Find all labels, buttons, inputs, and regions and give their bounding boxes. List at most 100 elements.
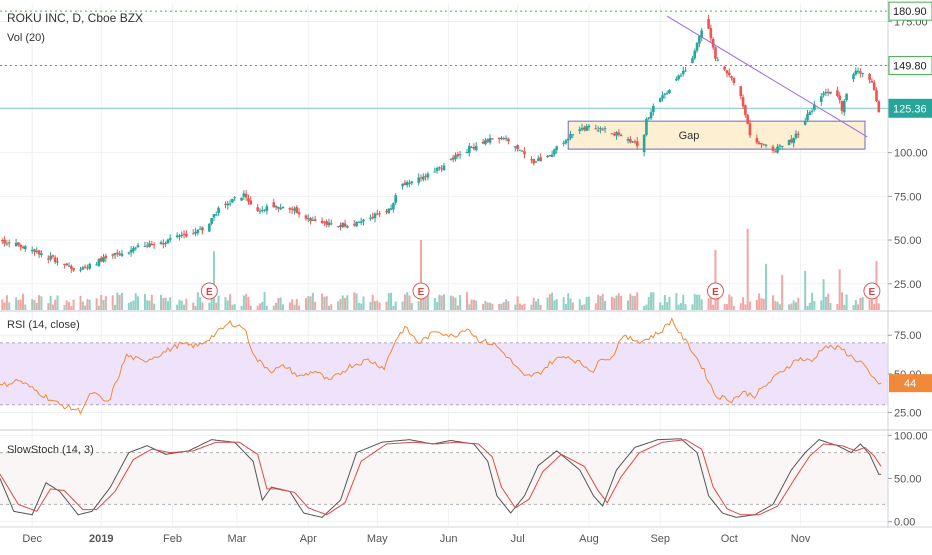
volume-bar: [468, 304, 471, 310]
volume-bar: [194, 305, 197, 310]
earnings-marker: [412, 282, 430, 300]
candle-body: [166, 239, 170, 244]
volume-bar: [732, 305, 735, 310]
volume-bar: [330, 304, 333, 310]
candle-body: [875, 90, 878, 102]
candle-body: [132, 247, 135, 252]
stoch-d-line: [0, 439, 882, 516]
chart-title: ROKU INC, D, Cboe BZX: [7, 11, 143, 25]
volume-bar: [811, 292, 814, 310]
volume-bar: [357, 302, 360, 310]
candle-body: [500, 137, 503, 140]
volume-bar: [406, 292, 409, 310]
volume-bar: [426, 294, 429, 310]
candle-body: [633, 141, 637, 143]
axis-tick-label: 75.00: [894, 330, 922, 342]
volume-bar: [362, 296, 365, 310]
volume-bar: [49, 295, 52, 310]
volume-bar: [466, 292, 469, 310]
candle-body: [615, 132, 618, 136]
time-axis: Dec 2019 Feb Mar Apr May Jun Jul Aug Sep Oct Nov: [0, 526, 932, 545]
candle-body: [840, 101, 844, 112]
volume-bar: [180, 300, 183, 310]
volume-bar: [852, 305, 855, 310]
volume-bar: [505, 299, 508, 310]
candle-body: [419, 177, 423, 179]
trend-line[interactable]: [666, 15, 868, 138]
candle-body: [859, 71, 862, 74]
time-axis-label: Aug: [579, 533, 599, 545]
volume-bar: [758, 293, 761, 310]
candle-body: [677, 75, 680, 80]
volume-bar: [35, 302, 38, 310]
volume-bar: [31, 299, 34, 310]
volume-bar: [353, 292, 356, 310]
volume-bar: [185, 298, 188, 310]
volume-bar: [233, 304, 236, 310]
volume-bar: [813, 301, 816, 310]
volume-bar: [275, 302, 278, 310]
candle-body: [550, 154, 554, 158]
candle-body: [258, 210, 262, 212]
volume-bar: [176, 304, 179, 310]
candle-body: [488, 138, 492, 143]
candle-body: [70, 265, 73, 269]
pane-dividers: [0, 310, 932, 431]
candle-body: [518, 149, 522, 151]
volume-bar: [804, 270, 807, 310]
time-axis-label: 2019: [89, 533, 113, 545]
volume-bar: [56, 295, 59, 310]
candle-body: [523, 151, 526, 155]
volume-bar: [97, 305, 100, 310]
volume-bar: [217, 295, 220, 310]
candle-body: [631, 141, 634, 143]
volume-bar: [507, 301, 510, 310]
candle-body: [56, 261, 59, 263]
axis-tick-label: 75.00: [894, 191, 922, 203]
volume-bars: [1, 228, 880, 310]
candle-body: [49, 255, 52, 260]
volume-bar: [472, 299, 475, 310]
volume-bar: [730, 296, 733, 310]
volume-bar: [548, 294, 551, 310]
gap-rectangle[interactable]: [567, 120, 866, 150]
candle-body: [72, 268, 75, 271]
candle-body: [861, 73, 864, 75]
earnings-marker: [200, 282, 218, 300]
candle-body: [507, 138, 510, 142]
candle-body: [362, 219, 365, 222]
candle-body: [824, 91, 828, 94]
volume-bar: [484, 300, 487, 310]
volume-bar: [304, 298, 307, 310]
time-axis-label: Nov: [791, 533, 811, 545]
volume-bar: [502, 302, 505, 310]
volume-bar: [369, 301, 372, 310]
candle-body: [836, 90, 839, 96]
volume-bar: [51, 304, 54, 310]
volume-bar: [355, 293, 358, 310]
volume-bar: [272, 305, 275, 310]
candle-body: [645, 119, 648, 135]
price-tag-label: 149.80: [893, 61, 927, 73]
candle-body: [387, 208, 391, 214]
axis-tick-label: 25.00: [894, 279, 922, 291]
rsi-label: RSI (14, close): [7, 319, 80, 331]
volume-bar: [111, 295, 114, 310]
volume-bar: [88, 299, 91, 310]
candle-body: [277, 206, 280, 209]
candle-body: [104, 255, 108, 259]
axis-tick-label: 0.00: [894, 517, 915, 529]
volume-bar: [647, 297, 650, 310]
volume-bar: [728, 294, 731, 310]
candle-body: [790, 139, 793, 143]
volume-bar: [792, 300, 795, 310]
candle-body: [578, 129, 582, 132]
volume-bar: [183, 304, 186, 310]
candle-body: [217, 207, 220, 213]
candle-body: [532, 158, 536, 164]
rsi-band: [0, 342, 888, 405]
candle-body: [486, 139, 490, 142]
volume-bar: [666, 302, 669, 310]
volume-bar: [371, 294, 374, 310]
